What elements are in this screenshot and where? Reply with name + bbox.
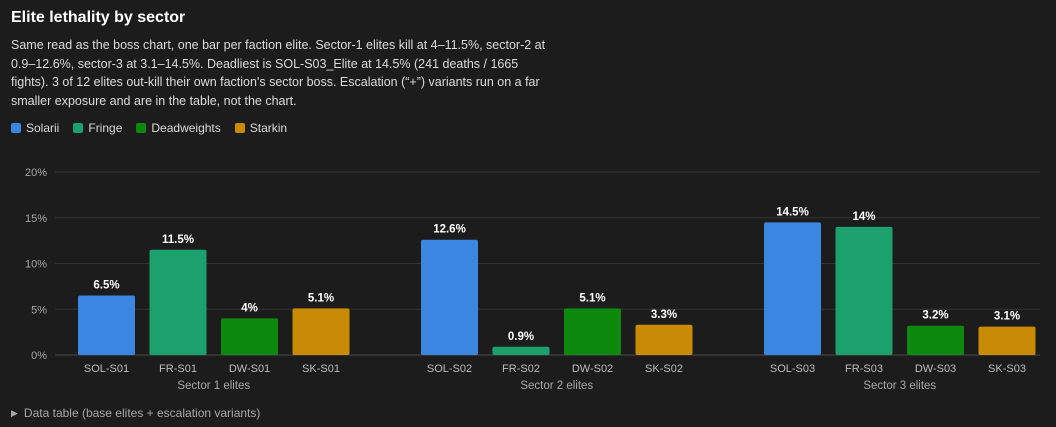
data-label: 11.5% — [162, 234, 194, 246]
y-tick-label: 20% — [25, 167, 47, 179]
legend-swatch-starkin — [234, 123, 245, 133]
legend-label-solarii: Solarii — [26, 121, 60, 135]
group-label: Sector 3 elites — [863, 380, 936, 392]
group-label: Sector 2 elites — [520, 380, 593, 392]
legend-swatch-solarii — [11, 123, 21, 133]
data-label: 3.2% — [922, 310, 948, 322]
x-tick-label: DW-S03 — [915, 363, 956, 375]
data-label: 4% — [241, 302, 258, 314]
bar-sol-s01 — [78, 295, 135, 355]
x-tick-label: SOL-S03 — [770, 363, 815, 375]
data-label: 3.3% — [651, 309, 677, 321]
data-label: 14.5% — [776, 206, 809, 218]
x-tick-label: DW-S01 — [229, 363, 270, 375]
y-tick-label: 15% — [25, 213, 47, 225]
data-label: 0.9% — [508, 331, 534, 343]
legend-item-deadweights[interactable]: Deadweights — [136, 121, 221, 135]
x-tick-label: SK-S03 — [988, 363, 1026, 375]
data-label: 14% — [852, 211, 875, 223]
x-tick-label: FR-S03 — [845, 363, 883, 375]
chart-description: Same read as the boss chart, one bar per… — [11, 38, 546, 108]
x-tick-label: DW-S02 — [572, 363, 613, 375]
bar-sk-s01 — [292, 308, 350, 355]
y-tick-label: 10% — [25, 259, 47, 271]
data-label: 12.6% — [433, 224, 466, 236]
data-label: 3.1% — [994, 311, 1020, 323]
legend-swatch-deadweights — [136, 123, 147, 133]
group-label: Sector 1 elites — [177, 380, 250, 392]
legend-item-fringe[interactable]: Fringe — [73, 121, 122, 135]
legend: Solarii Fringe Deadweights Starkin — [11, 121, 287, 135]
bar-dw-s01 — [221, 318, 278, 355]
bar-dw-s03 — [907, 325, 964, 355]
bar-chart: 0% 5% 10% 15% 20% 6.5% SOL-S01 11.5% FR-S01 4% DW-… — [25, 167, 1040, 392]
legend-label-fringe: Fringe — [88, 121, 123, 135]
bar-dw-s02 — [564, 308, 621, 355]
y-tick-label: 0% — [31, 350, 47, 362]
bar-sk-s02 — [635, 324, 693, 355]
data-table-toggle-label: Data table (base elites + escalation var… — [23, 406, 261, 420]
bar-fr-s03 — [835, 226, 893, 355]
legend-swatch-fringe — [73, 123, 84, 133]
x-tick-label: SOL-S02 — [427, 363, 472, 375]
data-label: 6.5% — [93, 280, 119, 292]
data-table-toggle[interactable]: ▶ Data table (base elites + escalation v… — [11, 406, 260, 420]
legend-item-starkin[interactable]: Starkin — [234, 121, 288, 135]
x-tick-label: SK-S02 — [645, 363, 683, 375]
x-tick-label: SK-S01 — [302, 363, 340, 375]
legend-item-solarii[interactable]: Solarii — [11, 121, 59, 135]
bar-sk-s03 — [978, 326, 1036, 355]
bar-fr-s01 — [149, 249, 207, 355]
triangle-right-icon: ▶ — [11, 407, 18, 418]
x-tick-label: FR-S01 — [159, 363, 197, 375]
bar-sol-s02 — [421, 239, 478, 355]
bar-sol-s03 — [764, 222, 821, 355]
x-tick-label: SOL-S01 — [84, 363, 129, 375]
y-tick-label: 5% — [31, 304, 47, 316]
bar-fr-s02 — [492, 346, 550, 355]
x-tick-label: FR-S02 — [502, 363, 540, 375]
data-label: 5.1% — [579, 292, 605, 304]
data-label: 5.1% — [308, 292, 334, 304]
legend-label-starkin: Starkin — [249, 121, 288, 135]
legend-label-deadweights: Deadweights — [151, 121, 221, 135]
chart-title: Elite lethality by sector — [11, 9, 186, 26]
